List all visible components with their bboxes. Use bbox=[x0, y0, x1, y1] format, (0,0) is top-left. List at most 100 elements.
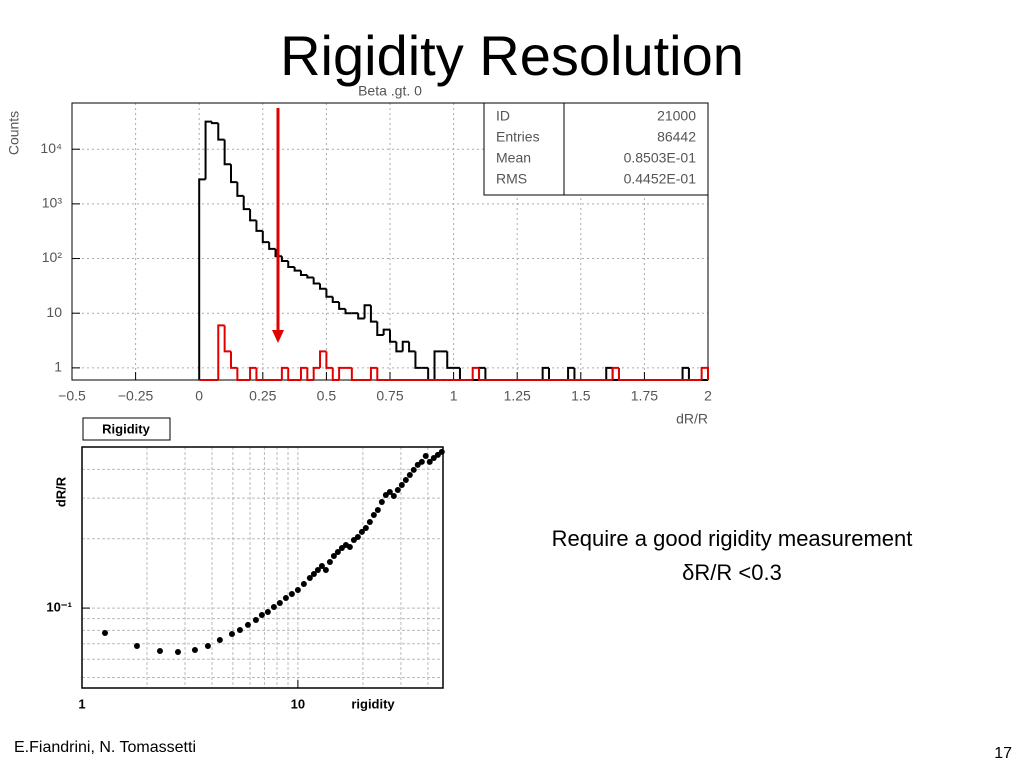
data-point bbox=[310, 570, 317, 577]
data-point bbox=[438, 448, 445, 455]
histogram-bin bbox=[223, 139, 231, 166]
data-point bbox=[358, 528, 365, 535]
histogram-bin bbox=[287, 367, 295, 381]
histogram-bin bbox=[287, 261, 295, 269]
charts: −0.5 −0.25 0 0.25 0.5 0.75 1 1.25 1.5 1.75 2 1 10 10²… bbox=[6, 83, 712, 712]
chart-title-box bbox=[82, 417, 171, 441]
histogram-bin bbox=[230, 351, 238, 369]
histogram-bin bbox=[681, 366, 689, 380]
histogram-bin bbox=[217, 324, 225, 380]
x-axis-label: dR/R bbox=[676, 411, 708, 427]
data-point bbox=[326, 558, 333, 565]
data-point bbox=[236, 627, 243, 634]
data-point bbox=[244, 621, 251, 628]
data-point bbox=[346, 543, 353, 550]
x-tick-label: −0.5 bbox=[58, 388, 86, 404]
data-point bbox=[386, 488, 393, 495]
data-point bbox=[282, 594, 289, 601]
data-point bbox=[264, 608, 271, 615]
histogram-bin bbox=[369, 305, 378, 323]
stats-key: RMS bbox=[496, 171, 527, 187]
stats-value: 21000 bbox=[657, 108, 696, 124]
histogram-bin bbox=[249, 209, 257, 222]
data-point bbox=[370, 511, 377, 518]
y-tick-label: 10 bbox=[46, 304, 62, 320]
x-tick-label: 2 bbox=[704, 388, 712, 404]
data-point bbox=[306, 574, 313, 581]
x-tick-label: −0.25 bbox=[118, 388, 154, 404]
data-point bbox=[204, 642, 211, 649]
y-tick-label: 10⁴ bbox=[40, 140, 62, 156]
data-point bbox=[216, 636, 223, 643]
x-tick-label: 1 bbox=[450, 388, 458, 404]
histogram-bin bbox=[325, 351, 333, 369]
y-tick-label: 1 bbox=[54, 359, 62, 375]
y-tick-label: 10³ bbox=[42, 195, 63, 211]
histogram-bin bbox=[389, 329, 397, 343]
arrow-head bbox=[272, 330, 284, 343]
histogram-bin bbox=[312, 366, 321, 380]
stats-value: 0.8503E-01 bbox=[624, 150, 697, 166]
histogram-bin bbox=[210, 121, 219, 125]
histogram-bin bbox=[280, 366, 289, 380]
data-point bbox=[402, 476, 409, 483]
footer-authors: E.Fiandrini, N. Tomassetti bbox=[14, 739, 196, 756]
histogram-bin bbox=[198, 178, 206, 380]
histogram-bin bbox=[478, 367, 486, 381]
stats-key: Entries bbox=[496, 129, 540, 145]
y-tick-label: 10² bbox=[42, 249, 63, 265]
note: δR/R <0.3 bbox=[682, 560, 782, 585]
histogram-bin bbox=[433, 350, 441, 380]
x-tick-label: 0.75 bbox=[376, 388, 403, 404]
data-point bbox=[330, 552, 337, 559]
x-tick-label: 0.5 bbox=[317, 388, 337, 404]
data-point bbox=[300, 581, 307, 588]
y-tick-label: 10⁻¹ bbox=[46, 600, 72, 615]
x-tick-label: 0.25 bbox=[249, 388, 276, 404]
histogram-bin bbox=[541, 366, 549, 380]
data-point bbox=[276, 600, 283, 607]
data-point bbox=[406, 471, 413, 478]
histogram-bin bbox=[363, 304, 371, 319]
chart-title: Beta .gt. 0 bbox=[358, 83, 422, 99]
data-point bbox=[288, 591, 295, 598]
chart-title: Rigidity bbox=[102, 421, 150, 436]
data-point bbox=[314, 566, 321, 573]
data-point bbox=[334, 548, 341, 555]
stats-value: 86442 bbox=[657, 129, 696, 145]
histogram-bin bbox=[268, 242, 276, 250]
data-point bbox=[422, 452, 429, 459]
histogram-bin bbox=[357, 313, 365, 320]
histogram-bin bbox=[611, 366, 619, 380]
data-point bbox=[426, 458, 433, 465]
histogram-bin bbox=[306, 274, 314, 279]
data-point bbox=[318, 562, 325, 569]
stats-box bbox=[483, 102, 709, 196]
cut-arrow bbox=[272, 108, 284, 343]
stats-value: 0.4452E-01 bbox=[624, 171, 697, 187]
histogram-bin bbox=[293, 267, 301, 272]
data-point bbox=[101, 629, 108, 636]
data-point bbox=[322, 566, 329, 573]
data-point bbox=[398, 481, 405, 488]
histogram-bin bbox=[236, 182, 244, 197]
histogram-bin bbox=[306, 367, 314, 381]
y-axis-label: dR/R bbox=[53, 476, 68, 507]
histogram-bin bbox=[414, 351, 422, 369]
plot-frame bbox=[81, 446, 444, 689]
histogram-bin bbox=[261, 230, 270, 244]
histogram-bin bbox=[249, 366, 257, 380]
x-tick-label: 1 bbox=[78, 696, 85, 711]
histogram-bin bbox=[255, 220, 263, 232]
data-point bbox=[418, 458, 425, 465]
histogram-bin bbox=[344, 308, 352, 315]
data-point bbox=[228, 630, 235, 637]
histogram-bin bbox=[471, 366, 480, 380]
histogram-bin bbox=[605, 366, 613, 380]
histogram-bin bbox=[376, 367, 384, 381]
histogram-bin bbox=[217, 123, 225, 141]
histogram-bin bbox=[274, 248, 282, 258]
histogram-bin bbox=[223, 325, 231, 353]
histogram-bin bbox=[338, 302, 346, 310]
stats-key: Mean bbox=[496, 150, 531, 166]
